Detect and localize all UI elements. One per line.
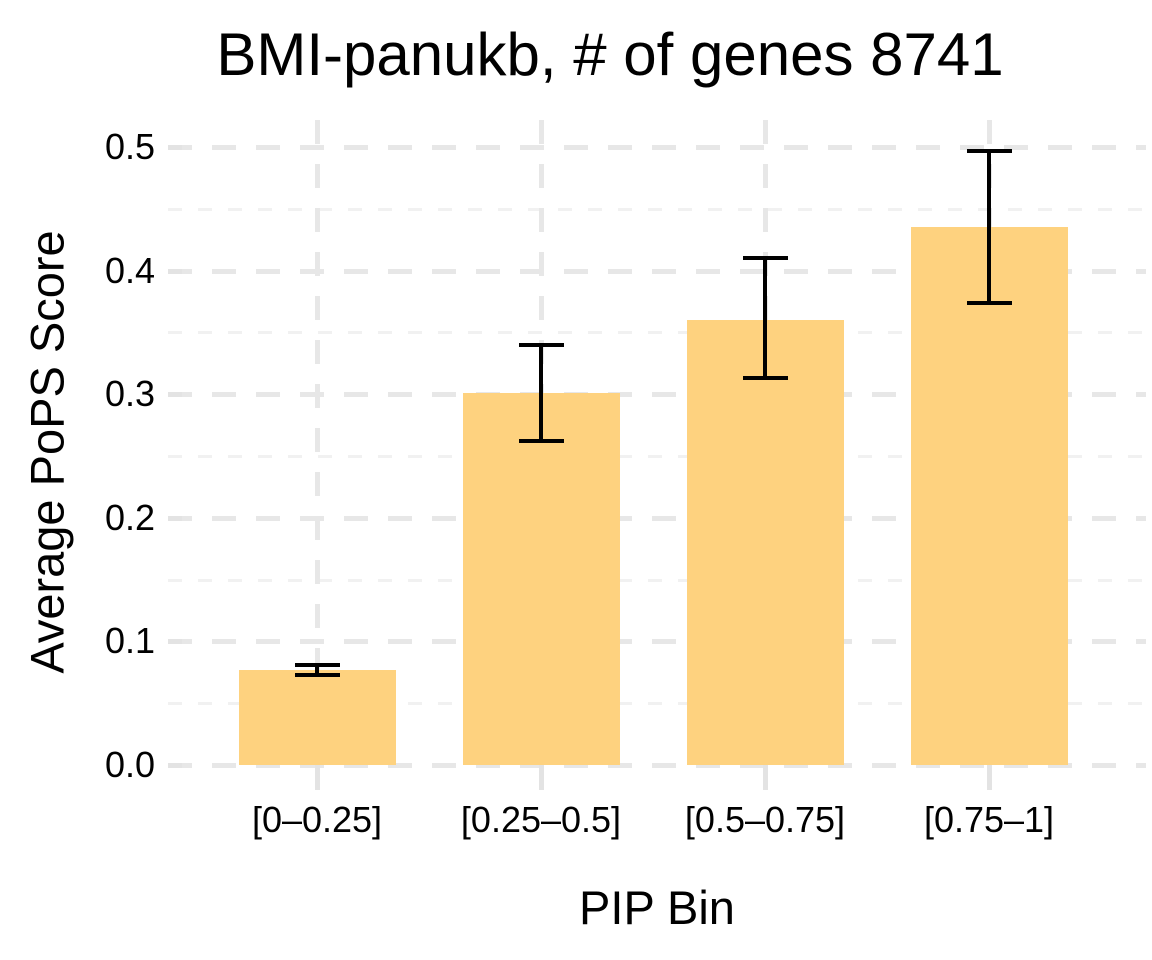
x-tick-label: [0.75–1] [923, 799, 1055, 840]
error-bar-cap-top [518, 342, 564, 347]
gridline-major [168, 145, 1146, 150]
gridline-major [168, 268, 1146, 274]
gridline-vertical [315, 120, 320, 765]
bar [462, 392, 620, 765]
error-bar-cap-bottom [742, 376, 788, 381]
bar [910, 227, 1068, 765]
x-axis-tick [315, 765, 320, 790]
x-axis-tick [763, 765, 768, 790]
error-bar-cap-bottom [518, 439, 564, 444]
y-axis-tick [168, 145, 182, 150]
x-tick-label: [0.25–0.5] [460, 799, 622, 840]
y-tick-label: 0.4 [104, 249, 155, 291]
gridline-minor [168, 331, 1146, 335]
x-axis-tick [987, 765, 992, 790]
bar [238, 669, 396, 765]
error-bar-stem [763, 258, 767, 379]
error-bar-cap-bottom [294, 672, 340, 677]
gridline-minor [168, 578, 1146, 582]
y-axis-tick [168, 763, 182, 768]
y-axis-tick [168, 639, 182, 645]
gridline-major [168, 515, 1146, 521]
x-tick-label: [0–0.25] [251, 799, 383, 840]
gridline-major [168, 392, 1146, 398]
y-tick-label: 0.3 [104, 373, 155, 415]
error-bar-stem [987, 150, 991, 303]
x-axis-title: PIP Bin [579, 881, 735, 934]
x-axis-tick [539, 765, 544, 790]
chart-title: BMI-panukb, # of genes 8741 [216, 21, 1004, 88]
x-tick-label: [0.5–0.75] [684, 799, 846, 840]
y-axis-tick [168, 515, 182, 521]
gridline-minor [168, 455, 1146, 458]
gridline-minor [168, 702, 1146, 706]
error-bar-stem [315, 664, 319, 675]
y-axis-tick [168, 268, 182, 274]
error-bar-cap-top [966, 148, 1012, 153]
y-tick-label: 0.2 [104, 496, 155, 538]
error-bar-cap-top [742, 256, 788, 261]
y-axis-title: Average PoPS Score [20, 230, 74, 674]
error-bar-cap-bottom [966, 300, 1012, 305]
gridline-major [168, 763, 1146, 768]
gridline-minor [168, 207, 1146, 211]
bar [686, 320, 844, 765]
y-tick-label: 0.1 [104, 620, 155, 662]
gridline-major [168, 639, 1146, 645]
error-bar-stem [539, 344, 543, 442]
error-bar-cap-top [294, 662, 340, 667]
y-axis-tick [168, 392, 182, 398]
y-tick-label: 0.0 [104, 744, 155, 785]
y-tick-label: 0.5 [104, 126, 155, 167]
